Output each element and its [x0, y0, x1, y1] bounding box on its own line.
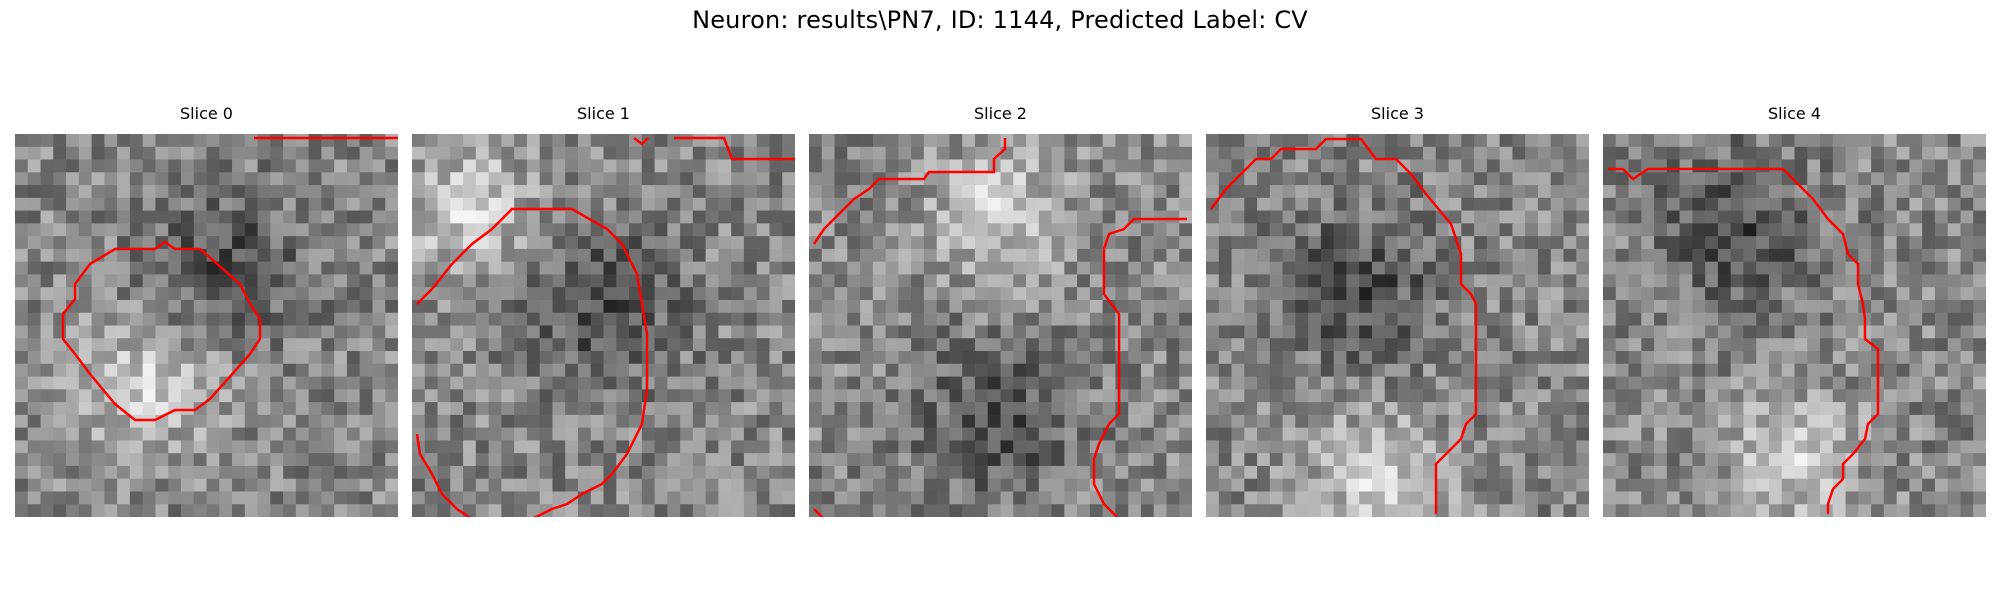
- slice-title: Slice 4: [1768, 104, 1821, 123]
- slice-image: [15, 134, 398, 517]
- slice-title: Slice 2: [974, 104, 1027, 123]
- slice-image: [1603, 134, 1986, 517]
- contour-line: [812, 138, 1007, 245]
- contour-line: [633, 137, 649, 146]
- slice-image: [1206, 134, 1589, 517]
- slice-pixels: [1603, 134, 1986, 517]
- slice-pixels: [1206, 134, 1589, 517]
- slice-panel-0: Slice 0: [15, 104, 398, 517]
- slice-image: [412, 134, 795, 517]
- contour-line: [61, 240, 262, 422]
- slice-pixels: [15, 134, 398, 517]
- contour-line: [813, 508, 824, 517]
- slice-title: Slice 1: [577, 104, 630, 123]
- slice-panel-4: Slice 4: [1603, 104, 1986, 517]
- contour-line: [415, 207, 649, 517]
- contour-line: [674, 136, 795, 161]
- slice-title: Slice 3: [1371, 104, 1424, 123]
- slice-panel-3: Slice 3: [1206, 104, 1589, 517]
- slice-pixels: [412, 134, 795, 517]
- slice-panel-2: Slice 2: [809, 104, 1192, 517]
- slice-panel-1: Slice 1: [412, 104, 795, 517]
- slice-title: Slice 0: [180, 104, 233, 123]
- figure-title: Neuron: results\PN7, ID: 1144, Predicted…: [692, 6, 1308, 34]
- slice-image: [809, 134, 1192, 517]
- contour-line: [1210, 137, 1478, 514]
- contour-line: [1092, 217, 1187, 517]
- slice-pixels: [809, 134, 1192, 517]
- contour-line: [1608, 167, 1880, 514]
